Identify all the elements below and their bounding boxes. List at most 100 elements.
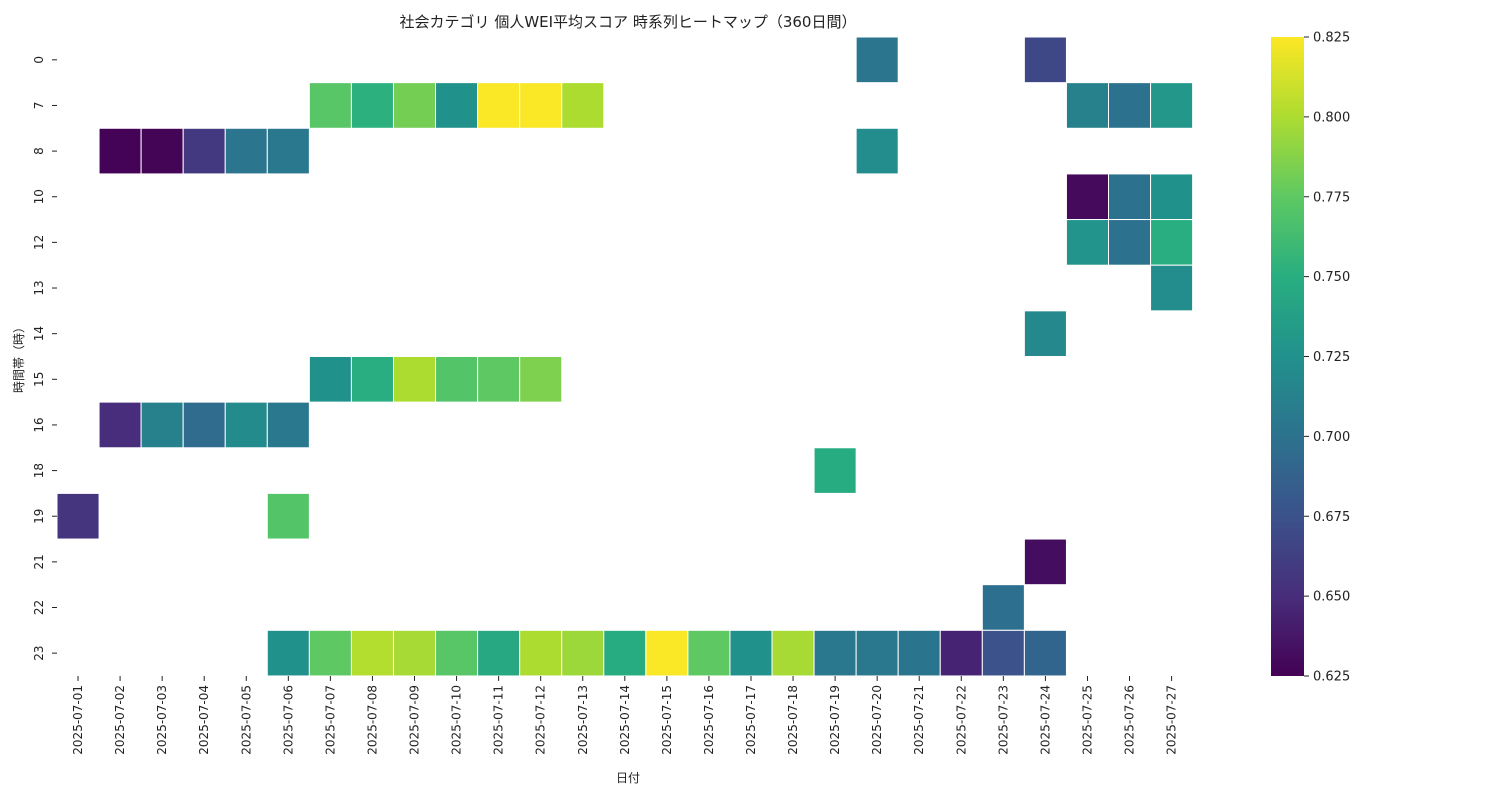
y-tick-label: 18	[32, 463, 46, 478]
y-axis-ticks: 0 7 8 10 12 13 14 15 16 18 19 21 22 23	[32, 56, 57, 661]
x-tick-label: 2025-07-14	[618, 685, 632, 755]
heatmap-cell	[435, 355, 479, 403]
heatmap-cell	[435, 82, 479, 129]
y-tick-label: 21	[32, 554, 46, 569]
x-tick-label: 2025-07-18	[786, 685, 800, 755]
heatmap-cell	[477, 82, 521, 129]
heatmap-cell	[1108, 219, 1152, 266]
heatmap-cell	[1150, 173, 1194, 221]
x-tick-label: 2025-07-03	[155, 685, 169, 755]
y-tick-label: 8	[32, 147, 46, 155]
heatmap-cell	[308, 82, 352, 129]
heatmap-cell	[687, 629, 731, 677]
x-tick-label: 2025-07-26	[1123, 685, 1137, 755]
y-tick-label: 19	[32, 509, 46, 524]
chart-title: 社会カテゴリ 個人WEI平均スコア 時系列ヒートマップ（360日間）	[400, 13, 857, 31]
heatmap-cell	[350, 629, 394, 677]
heatmap-cell	[855, 36, 899, 84]
x-tick-label: 2025-07-01	[71, 685, 85, 755]
heatmap-cell	[1108, 82, 1152, 129]
heatmap-cell	[350, 355, 394, 403]
heatmap-cell	[519, 629, 563, 677]
heatmap-cell	[1023, 538, 1067, 586]
heatmap-cell	[266, 492, 310, 540]
colorbar	[1271, 37, 1304, 676]
colorbar-tick-label: 0.775	[1313, 190, 1350, 205]
heatmap-cell	[561, 629, 605, 677]
x-tick-label: 2025-07-07	[323, 685, 337, 755]
heatmap-cell	[1065, 219, 1109, 266]
x-tick-label: 2025-07-11	[492, 685, 506, 755]
x-tick-label: 2025-07-10	[450, 685, 464, 755]
heatmap-cell	[1150, 82, 1194, 129]
heatmap-cell	[855, 127, 899, 175]
x-tick-label: 2025-07-02	[113, 685, 127, 755]
heatmap-cell	[1023, 310, 1067, 357]
colorbar-tick-label: 0.675	[1313, 510, 1350, 525]
heatmap-cell	[519, 355, 563, 403]
heatmap-cell	[56, 492, 100, 540]
heatmap-cell	[140, 127, 184, 175]
heatmap-cell	[392, 629, 437, 677]
heatmap-cell	[392, 355, 437, 403]
heatmap-cell	[1023, 36, 1067, 84]
x-tick-label: 2025-07-20	[870, 685, 884, 755]
y-tick-label: 16	[32, 417, 46, 432]
colorbar-tick-label: 0.825	[1313, 31, 1350, 46]
x-tick-label: 2025-07-08	[365, 685, 379, 755]
heatmap-cell	[855, 629, 899, 677]
heatmap-cell	[392, 82, 437, 129]
heatmap-cell	[350, 82, 394, 129]
heatmap-cell	[308, 355, 352, 403]
heatmap-cell	[897, 629, 941, 677]
x-tick-label: 2025-07-04	[197, 685, 211, 755]
heatmap-cell	[1150, 264, 1194, 312]
x-tick-label: 2025-07-22	[954, 685, 968, 755]
heatmap-cell	[98, 127, 142, 175]
x-tick-label: 2025-07-27	[1165, 685, 1179, 755]
heatmap-cell	[519, 82, 563, 129]
y-tick-label: 13	[32, 280, 46, 295]
colorbar-tick-label: 0.650	[1313, 590, 1350, 605]
y-tick-label: 12	[32, 235, 46, 250]
colorbar-tick-label: 0.625	[1313, 670, 1350, 685]
x-tick-label: 2025-07-06	[281, 685, 295, 755]
colorbar-tick-label: 0.700	[1313, 430, 1350, 445]
heatmap-cell	[813, 447, 857, 494]
heatmap-cell	[266, 629, 310, 677]
heatmap-cell	[729, 629, 773, 677]
y-tick-label: 15	[32, 372, 46, 387]
y-axis-label: 時間帯（時）	[12, 321, 26, 393]
y-tick-label: 14	[32, 326, 46, 341]
heatmap-cell	[981, 584, 1025, 631]
heatmap-cell	[939, 629, 983, 677]
heatmap-cell	[561, 82, 605, 129]
y-tick-label: 10	[32, 189, 46, 204]
x-tick-label: 2025-07-19	[828, 685, 842, 755]
y-tick-label: 7	[32, 102, 46, 110]
colorbar-tick-label: 0.725	[1313, 350, 1350, 365]
y-tick-label: 0	[32, 56, 46, 64]
heatmap-cell	[1108, 173, 1152, 221]
heatmap-cell	[224, 127, 268, 175]
x-axis-label: 日付	[616, 771, 640, 785]
colorbar-ticks: 0.625 0.650 0.675 0.700 0.725 0.750 0.775 0.800…	[1304, 31, 1350, 685]
heatmap-cell	[224, 401, 268, 449]
heatmap-cell	[266, 401, 310, 449]
heatmap-cell	[435, 629, 479, 677]
heatmap-cell	[98, 401, 142, 449]
heatmap-cell	[813, 629, 857, 677]
x-tick-label: 2025-07-15	[660, 685, 674, 755]
x-tick-label: 2025-07-25	[1080, 685, 1094, 755]
heatmap-cell	[308, 629, 352, 677]
x-tick-label: 2025-07-24	[1038, 685, 1052, 755]
y-tick-label: 22	[32, 600, 46, 615]
heatmap-cell	[182, 127, 226, 175]
colorbar-tick-label: 0.800	[1313, 110, 1350, 125]
heatmap-cell	[981, 629, 1025, 677]
heatmap-cell	[1023, 629, 1067, 677]
x-tick-label: 2025-07-21	[912, 685, 926, 755]
colorbar-tick-label: 0.750	[1313, 270, 1350, 285]
y-tick-label: 23	[32, 645, 46, 660]
